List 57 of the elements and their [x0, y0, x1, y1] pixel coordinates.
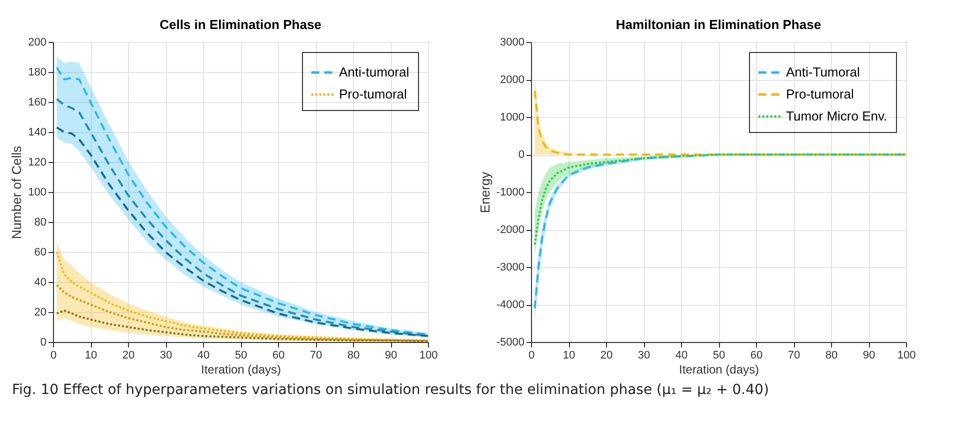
- x-tick-label: 100: [897, 350, 916, 362]
- y-tick-label: 200: [28, 36, 46, 48]
- x-tick-label: 60: [272, 350, 285, 362]
- y-tick-label: 80: [34, 216, 46, 228]
- y-tick-label: 160: [28, 96, 46, 108]
- y-axis-title: Energy: [477, 171, 492, 214]
- y-tick-label: 180: [28, 66, 46, 78]
- y-tick-label: 0: [518, 149, 524, 161]
- legend-label: Anti-Tumoral: [786, 64, 860, 80]
- x-tick-label: 100: [419, 350, 438, 362]
- y-tick-label: 20: [34, 306, 46, 318]
- x-tick-label: 20: [122, 350, 135, 362]
- x-tick-label: 70: [788, 350, 800, 362]
- y-tick-label: 100: [28, 186, 46, 198]
- x-tick-label: 20: [600, 350, 613, 362]
- y-tick-label: -3000: [496, 262, 524, 274]
- y-tick-label: 40: [34, 276, 46, 288]
- x-tick-label: 10: [84, 350, 98, 362]
- x-tick-label: 0: [528, 350, 535, 362]
- x-tick-label: 50: [234, 350, 248, 362]
- y-axis-title: Number of Cells: [9, 145, 24, 240]
- x-tick-label: 60: [750, 350, 763, 362]
- x-tick-label: 80: [825, 350, 838, 362]
- y-tick-label: 1000: [500, 112, 524, 124]
- x-tick-label: 40: [197, 350, 210, 362]
- x-tick-label: 30: [638, 350, 650, 362]
- line-series: [56, 310, 429, 342]
- legend-label: Pro-tumoral: [786, 86, 854, 102]
- y-tick-label: -2000: [496, 224, 524, 236]
- x-tick-label: 40: [675, 350, 688, 362]
- y-tick-label: 3000: [500, 36, 524, 48]
- y-tick-label: -5000: [496, 336, 524, 348]
- x-tick-label: 90: [862, 350, 876, 362]
- x-axis-title: Iteration (days): [200, 362, 282, 376]
- y-tick-label: 0: [40, 336, 46, 348]
- legend-label: Tumor Micro Env.: [786, 108, 888, 124]
- y-tick-label: -1000: [496, 186, 524, 198]
- y-tick-label: 2000: [500, 74, 524, 86]
- y-tick-label: 140: [28, 126, 46, 138]
- y-tick-label: -4000: [496, 299, 524, 311]
- x-tick-label: 70: [310, 350, 322, 362]
- line-series: [56, 284, 429, 342]
- legend-label: Anti-tumoral: [339, 64, 410, 80]
- x-tick-label: 80: [347, 350, 360, 362]
- chart-title: Cells in Elimination Phase: [160, 17, 322, 32]
- x-tick-label: 90: [384, 350, 398, 362]
- legend-label: Pro-tumoral: [339, 86, 408, 102]
- caption: Fig. 10 Effect of hyperparameters variations on simulation results for the elimination phase (μ₁ = μ₂ + 0.40): [12, 382, 769, 398]
- x-axis-title: Iteration (days): [678, 362, 760, 376]
- x-tick-label: 50: [712, 350, 726, 362]
- x-tick-label: 30: [160, 350, 172, 362]
- y-tick-label: 120: [28, 156, 46, 168]
- y-tick-label: 60: [34, 246, 46, 258]
- chart-title: Hamiltonian in Elimination Phase: [616, 17, 822, 32]
- line-series: [534, 90, 907, 156]
- x-tick-label: 0: [50, 350, 57, 362]
- x-tick-label: 10: [562, 350, 576, 362]
